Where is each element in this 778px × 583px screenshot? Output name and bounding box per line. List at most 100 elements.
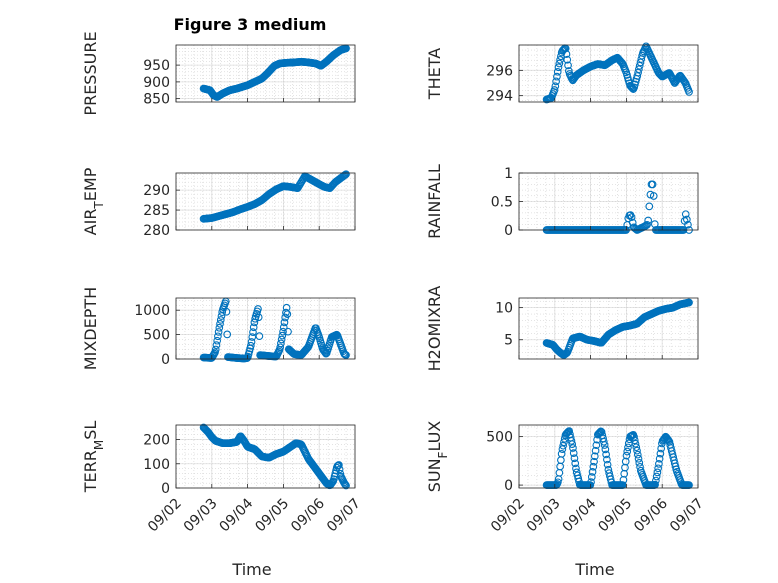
- data-point: [588, 468, 597, 476]
- data-point: [569, 444, 577, 452]
- data-point: [213, 336, 222, 345]
- y-tick-label: 500: [143, 328, 170, 344]
- data-point: [603, 460, 612, 469]
- data-point: [645, 202, 654, 211]
- data-point: [282, 308, 290, 317]
- y-tick-label: 296: [486, 63, 513, 79]
- data-point: [600, 437, 608, 446]
- data-point: [214, 328, 223, 336]
- y-axis-label: THETA: [425, 48, 444, 100]
- y-axis-label-main: RAINFALL: [425, 164, 444, 239]
- data-point: [685, 298, 693, 307]
- axes-box: [175, 424, 356, 489]
- data-point: [587, 478, 595, 486]
- data-point: [671, 462, 680, 471]
- data-point: [550, 86, 559, 94]
- figure-title: Figure 3 medium: [174, 15, 327, 34]
- y-axis-label-suffix: LUX: [425, 421, 444, 452]
- data-point: [223, 330, 232, 339]
- data-point: [214, 332, 222, 341]
- data-point: [679, 76, 688, 85]
- data-point: [652, 472, 661, 481]
- data-point: [653, 468, 662, 477]
- y-axis-label-main: THETA: [425, 48, 444, 100]
- data-point: [682, 215, 691, 224]
- data-point: [630, 432, 638, 441]
- data-point: [627, 82, 635, 91]
- y-axis-label: MIXDEPTH: [81, 287, 100, 370]
- y-tick-label: 950: [143, 58, 170, 74]
- y-tick-label: 0.5: [491, 195, 513, 211]
- data-point: [664, 436, 673, 445]
- y-axis-label-subscript: F: [436, 451, 450, 458]
- data-point: [600, 441, 609, 449]
- data-point: [284, 327, 292, 336]
- data-point: [623, 447, 632, 456]
- y-tick-label: 0: [504, 478, 513, 494]
- data-point: [218, 308, 227, 317]
- data-point: [627, 213, 636, 222]
- x-axis-title-left: Time: [231, 560, 271, 579]
- data-point: [652, 476, 660, 485]
- subplot-airtemp: 280 285 290 AIRTEMP: [81, 167, 356, 239]
- y-tick-label: 280: [143, 223, 170, 239]
- data-point: [303, 344, 312, 352]
- data-point: [555, 59, 564, 68]
- data-point: [277, 335, 286, 344]
- y-tick-label: 0: [161, 481, 170, 497]
- data-point: [554, 478, 562, 487]
- data-point: [633, 450, 642, 459]
- data-point: [563, 55, 572, 64]
- data-point: [630, 436, 639, 445]
- data-point: [283, 310, 292, 318]
- y-axis-label-main: H2OMIXRA: [425, 286, 444, 372]
- data-point: [327, 479, 336, 488]
- data-point: [255, 332, 264, 341]
- y-axis-label: TERRMSL: [81, 421, 106, 494]
- data-point: [211, 345, 220, 354]
- y-axis-label-subscript: M: [92, 440, 106, 450]
- y-tick-label: 285: [143, 203, 170, 219]
- data-point: [342, 170, 350, 179]
- y-axis-label: H2OMIXRA: [425, 286, 444, 372]
- data-point: [567, 437, 576, 445]
- data-point: [335, 461, 343, 469]
- axes-box: [518, 424, 699, 489]
- data-point: [342, 351, 350, 359]
- data-point: [247, 338, 256, 346]
- y-axis-label: RAINFALL: [425, 164, 444, 239]
- data-point: [642, 221, 650, 230]
- subplot-rainfall: 0 0.5 1 RAINFALL: [425, 164, 699, 239]
- data-point: [685, 88, 693, 96]
- data-point: [564, 61, 572, 70]
- axes-box: [518, 44, 699, 103]
- data-point: [570, 454, 579, 463]
- data-point: [631, 439, 640, 448]
- data-point: [644, 216, 653, 225]
- data-point: [587, 473, 596, 481]
- data-point: [632, 443, 641, 452]
- data-point: [634, 454, 643, 463]
- y-axis-label-main: TERR: [81, 450, 100, 493]
- data-point: [248, 333, 257, 341]
- data-point: [280, 318, 289, 327]
- y-axis-label-subscript: T: [92, 201, 106, 210]
- data-point: [603, 455, 611, 464]
- data-point: [622, 451, 631, 460]
- data-point: [552, 77, 560, 86]
- data-point: [643, 220, 651, 229]
- axes-box: [175, 297, 356, 360]
- data-point: [559, 441, 568, 450]
- y-axis-label-main: PRESSURE: [81, 31, 100, 115]
- data-point: [340, 479, 349, 488]
- data-point: [279, 323, 288, 332]
- data-point: [342, 481, 350, 490]
- data-point: [215, 323, 224, 332]
- data-point: [590, 452, 599, 461]
- data-point: [279, 327, 287, 336]
- y-tick-label: 900: [143, 75, 170, 91]
- data-point: [340, 349, 348, 357]
- data-point: [560, 438, 568, 447]
